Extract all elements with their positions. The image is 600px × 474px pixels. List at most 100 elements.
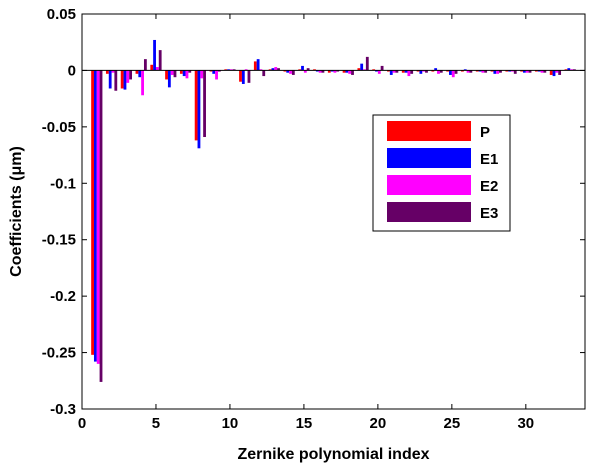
bar-e2-33 — [570, 69, 574, 71]
bar-e3-6 — [173, 70, 177, 78]
bar-e1-11 — [241, 70, 245, 84]
bar-p-16 — [313, 69, 316, 71]
bar-e1-33 — [567, 68, 571, 71]
bar-e2-17 — [333, 70, 337, 73]
bar-e3-12 — [262, 70, 266, 77]
x-tick-label: 5 — [152, 415, 160, 432]
bar-p-21 — [387, 70, 390, 72]
bar-e2-6 — [170, 70, 174, 75]
bar-e2-23 — [422, 70, 426, 72]
bar-e3-3 — [129, 70, 133, 80]
y-tick-label: 0 — [68, 62, 76, 79]
bar-e2-29 — [511, 70, 514, 72]
bar-e3-14 — [291, 70, 295, 75]
bar-e3-18 — [351, 70, 354, 75]
bar-e3-8 — [203, 70, 206, 138]
legend-swatch-p — [387, 121, 471, 141]
legend-label-e2: E2 — [480, 178, 498, 195]
y-tick-label: -0.2 — [50, 288, 76, 305]
bar-e3-28 — [499, 70, 502, 73]
x-axis-title: Zernike polynomial index — [237, 446, 429, 463]
bar-e1-8 — [197, 70, 201, 149]
bar-e3-27 — [484, 70, 488, 73]
legend: P E1 E2 E3 — [372, 114, 511, 232]
bar-e2-11 — [244, 69, 248, 71]
bar-e2-3 — [126, 70, 130, 83]
bar-p-5 — [150, 64, 154, 71]
legend-swatch-e1 — [387, 148, 471, 168]
bar-e3-1 — [99, 70, 103, 382]
legend-label-p: P — [480, 124, 490, 141]
bar-p-23 — [416, 70, 420, 72]
bar-e1-25 — [449, 70, 452, 75]
bar-e1-9 — [212, 70, 216, 74]
bar-e3-19 — [365, 56, 369, 71]
bar-e3-32 — [558, 70, 562, 75]
plot-frame — [81, 13, 586, 410]
bar-e3-30 — [528, 70, 532, 73]
bar-e2-31 — [540, 70, 544, 73]
bar-p-26 — [461, 70, 464, 72]
bar-e3-11 — [247, 70, 251, 83]
legend-label-e1: E1 — [480, 151, 498, 168]
bar-p-29 — [505, 70, 509, 72]
bar-e1-32 — [552, 70, 556, 77]
bar-e2-24 — [437, 70, 440, 74]
bar-e1-4 — [138, 70, 142, 78]
bar-e1-28 — [493, 70, 497, 74]
bar-p-7 — [179, 70, 183, 74]
bar-e1-13 — [271, 68, 275, 71]
bar-e2-8 — [200, 70, 204, 79]
bar-e1-30 — [523, 70, 526, 73]
bar-p-11 — [239, 70, 242, 82]
bar-e2-15 — [303, 70, 307, 73]
y-tick-label: -0.25 — [42, 345, 76, 362]
bar-e1-23 — [419, 70, 423, 74]
bar-e3-17 — [336, 70, 340, 72]
bar-e2-4 — [141, 70, 144, 96]
bar-p-6 — [165, 70, 168, 80]
bar-p-13 — [268, 69, 272, 71]
bar-e1-10 — [227, 69, 230, 71]
bar-e3-31 — [543, 70, 547, 73]
bar-e3-9 — [217, 70, 221, 72]
bar-p-2 — [105, 70, 109, 74]
bar-e2-26 — [466, 70, 470, 73]
bar-p-4 — [135, 70, 139, 74]
bar-e2-1 — [96, 70, 100, 364]
legend-label-e3: E3 — [480, 205, 498, 222]
bar-e2-2 — [111, 70, 115, 73]
bar-e1-22 — [404, 70, 408, 73]
bar-e3-7 — [188, 70, 192, 73]
bar-e2-25 — [451, 70, 455, 78]
bar-e1-2 — [108, 70, 112, 89]
bar-p-10 — [224, 69, 228, 71]
bar-e3-33 — [573, 69, 576, 71]
bar-e3-16 — [321, 70, 325, 73]
bars-layer — [91, 39, 576, 382]
bar-e3-29 — [513, 70, 517, 74]
y-tick-label: -0.15 — [42, 232, 76, 249]
bar-p-22 — [401, 70, 405, 73]
bar-p-8 — [194, 70, 198, 141]
bar-p-19 — [357, 68, 361, 71]
bar-e1-16 — [315, 70, 319, 72]
bar-e2-32 — [555, 70, 559, 73]
bar-e1-15 — [301, 65, 304, 71]
bar-p-17 — [327, 70, 331, 73]
bar-e3-25 — [454, 70, 458, 74]
bar-p-20 — [372, 69, 376, 71]
bar-e2-16 — [318, 70, 322, 73]
bar-e1-20 — [375, 70, 378, 72]
bar-e1-21 — [389, 70, 393, 75]
bar-p-33 — [564, 69, 568, 71]
bar-e3-21 — [395, 70, 399, 73]
y-tick-label: -0.1 — [50, 175, 76, 192]
bar-e3-13 — [277, 68, 280, 71]
bar-e3-26 — [469, 70, 473, 73]
bar-e2-21 — [392, 70, 396, 73]
bar-e1-19 — [360, 63, 364, 71]
ticks-layer: 0.050-0.05-0.1-0.15-0.2-0.25-0.30 5 10 15 20… — [42, 6, 585, 432]
bar-p-32 — [549, 70, 553, 75]
